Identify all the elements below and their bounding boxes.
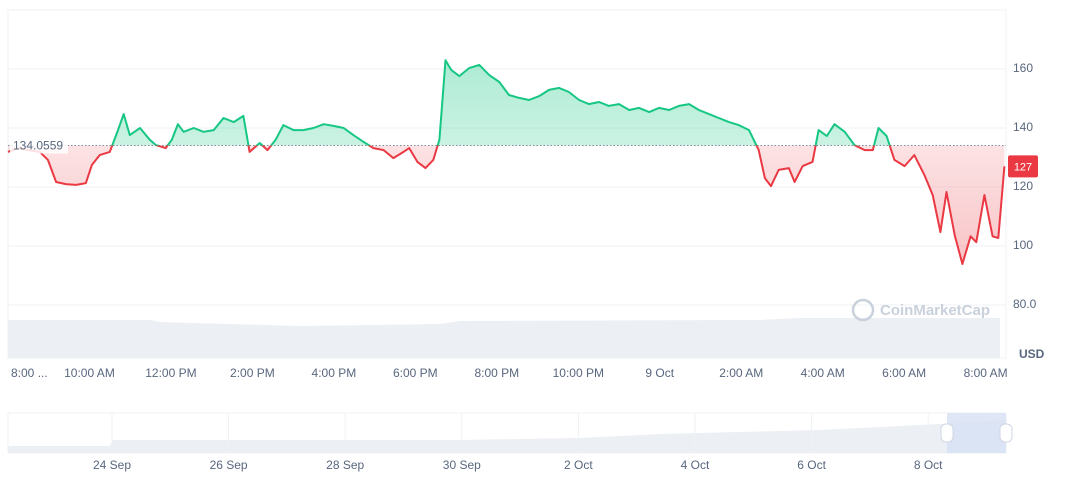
- x-tick-label: 8:00 PM: [474, 366, 519, 380]
- navigator-label: 6 Oct: [797, 458, 826, 472]
- y-tick-label: 120: [1013, 179, 1033, 193]
- y-unit: USD: [1019, 347, 1045, 361]
- navigator-area: [8, 420, 1006, 453]
- price-line-up: [111, 59, 891, 146]
- x-tick-label: 2:00 AM: [719, 366, 763, 380]
- y-tick-label: 160: [1013, 61, 1033, 75]
- x-tick-label: 8:00 AM: [964, 366, 1008, 380]
- y-tick-label: 140: [1013, 120, 1033, 134]
- navigator-handle-left[interactable]: [940, 423, 954, 443]
- navigator-label: 28 Sep: [326, 458, 364, 472]
- x-tick-label: 9 Oct: [645, 366, 674, 380]
- navigator-label: 24 Sep: [93, 458, 131, 472]
- plot-frame: [7, 9, 1007, 359]
- current-price-badge: [1008, 155, 1038, 178]
- watermark-logo: [851, 298, 875, 322]
- navigator-label: 30 Sep: [443, 458, 481, 472]
- y-tick-label: 80.0: [1013, 297, 1037, 311]
- x-tick-label: 10:00 PM: [553, 366, 604, 380]
- area-above: [8, 60, 1005, 146]
- price-line-down: [7, 145, 1006, 265]
- x-tick-label: 8:00 ...: [11, 366, 48, 380]
- x-tick-label: 6:00 AM: [882, 366, 926, 380]
- navigator-label: 26 Sep: [210, 458, 248, 472]
- x-tick-label: 12:00 PM: [145, 366, 196, 380]
- navigator-handle-right[interactable]: [999, 423, 1013, 443]
- x-tick-label: 4:00 PM: [312, 366, 357, 380]
- area-below: [8, 145, 1005, 264]
- navigator-label: 8 Oct: [914, 458, 943, 472]
- navigator-label: 4 Oct: [681, 458, 710, 472]
- navigator-window[interactable]: [947, 413, 1006, 453]
- navigator-label: 2 Oct: [564, 458, 593, 472]
- volume-area: [8, 318, 1000, 358]
- x-tick-label: 4:00 AM: [801, 366, 845, 380]
- current-price-label: 127: [1014, 161, 1032, 173]
- watermark-text: CoinMarketCap: [880, 302, 990, 319]
- x-tick-label: 6:00 PM: [393, 366, 438, 380]
- baseline-label: 134.0559: [13, 139, 63, 153]
- y-tick-label: 100: [1013, 238, 1033, 252]
- watermark: CoinMarketCap: [851, 298, 990, 322]
- x-tick-label: 10:00 AM: [64, 366, 115, 380]
- x-tick-label: 2:00 PM: [230, 366, 275, 380]
- baseline-label-bg: [10, 136, 68, 154]
